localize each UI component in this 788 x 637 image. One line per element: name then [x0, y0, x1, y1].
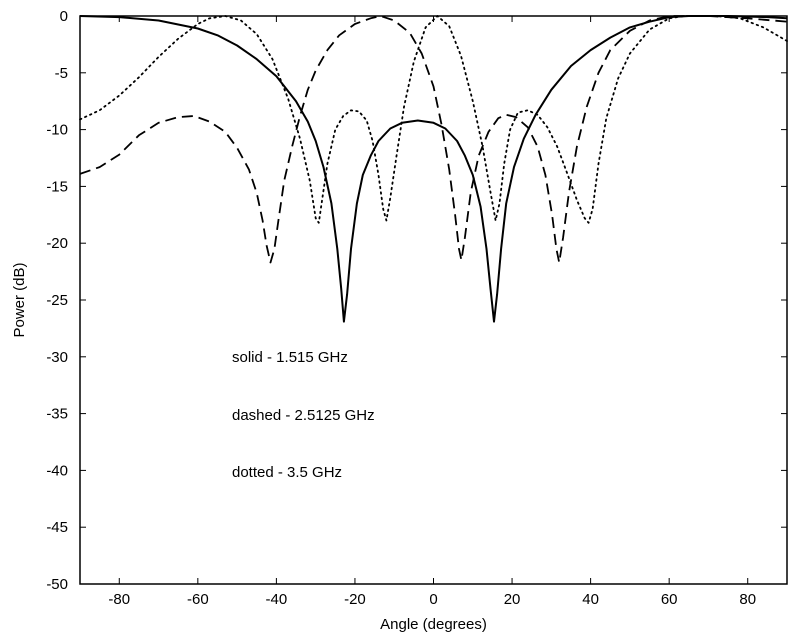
y-tick-label: -35 [46, 406, 68, 423]
x-tick-label: 0 [429, 591, 437, 608]
y-tick-label: -40 [46, 462, 68, 479]
legend-entry-solid: solid - 1.515 GHz [232, 349, 348, 366]
y-tick-label: -45 [46, 519, 68, 536]
x-tick-label: -40 [266, 591, 288, 608]
legend-entry-dashed: dashed - 2.5125 GHz [232, 407, 375, 424]
y-tick-label: -5 [55, 65, 68, 82]
x-tick-label: -60 [187, 591, 209, 608]
y-tick-label: -25 [46, 292, 68, 309]
plot-frame [79, 15, 788, 585]
tick-layer: -80 -60 -40 -20 0 20 40 60 80 0 -5 -10 -15 -20 -25 -30 -… [46, 8, 787, 608]
legend-entry-dotted: dotted - 3.5 GHz [232, 464, 342, 481]
x-tick-label: 40 [582, 591, 599, 608]
y-tick-label: -30 [46, 349, 68, 366]
plot-area: -80 -60 -40 -20 0 20 40 60 80 0 -5 -10 -15 -20 -25 -30 -… [46, 8, 788, 608]
series-line-dashed [79, 15, 788, 264]
x-tick-label: 60 [661, 591, 678, 608]
y-tick-label: 0 [60, 8, 68, 25]
x-tick-label: 80 [739, 591, 756, 608]
x-tick-label: -20 [344, 591, 366, 608]
x-tick-label: -80 [108, 591, 130, 608]
series-line-dotted [79, 15, 788, 224]
series-layer [79, 15, 788, 323]
y-tick-label: -10 [46, 122, 68, 139]
x-axis-label: Angle (degrees) [380, 616, 487, 633]
y-tick-label: -20 [46, 235, 68, 252]
series-line-solid [79, 15, 788, 323]
y-axis-label: Power (dB) [11, 262, 28, 337]
x-tick-label: 20 [504, 591, 521, 608]
y-tick-label: -15 [46, 178, 68, 195]
legend: solid - 1.515 GHz dashed - 2.5125 GHz do… [232, 349, 375, 481]
y-tick-label: -50 [46, 576, 68, 593]
